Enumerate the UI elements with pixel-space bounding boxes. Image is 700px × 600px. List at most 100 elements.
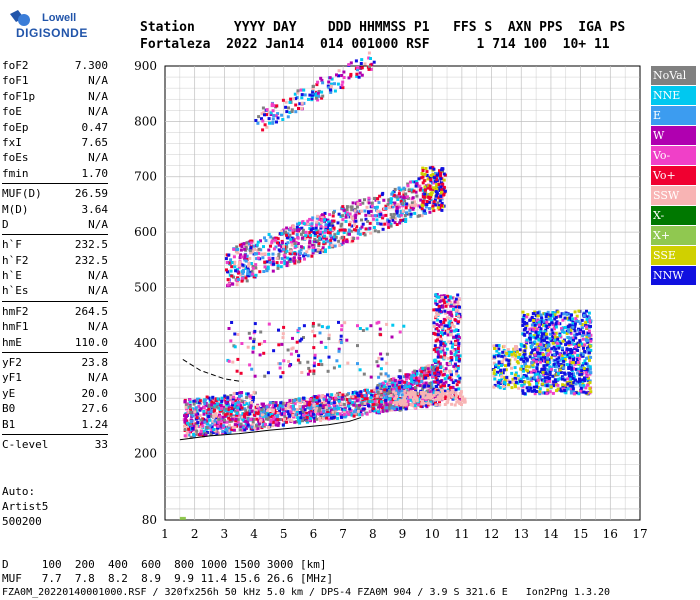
echo-point [565, 341, 569, 345]
echo-point [522, 356, 526, 360]
param-label: MUF(D) [2, 187, 42, 201]
param-label: hmE [2, 335, 22, 349]
echo-point [432, 167, 436, 171]
echo-point [421, 166, 425, 170]
echo-point [386, 223, 390, 227]
echo-point [304, 230, 308, 234]
echo-point [234, 417, 238, 421]
echo-point [261, 256, 265, 260]
echo-point [266, 409, 269, 413]
echo-point [375, 218, 379, 222]
echo-point [455, 313, 459, 317]
echo-point [299, 401, 303, 405]
echo-point [222, 411, 226, 415]
echo-point [236, 402, 240, 406]
echo-point [271, 237, 275, 241]
echo-point [533, 340, 537, 344]
echo-point [288, 364, 292, 368]
echo-point [300, 106, 304, 110]
echo-point [320, 363, 324, 367]
echo-point [577, 392, 581, 396]
echo-point [333, 409, 337, 413]
echo-point [433, 198, 437, 202]
echo-point [440, 333, 444, 337]
echo-point [366, 400, 370, 403]
echo-point [545, 392, 549, 396]
echo-point [350, 224, 354, 228]
echo-point [442, 321, 446, 324]
echo-point [384, 397, 388, 401]
echo-point [274, 411, 278, 414]
echo-point [338, 364, 342, 368]
echo-point [513, 357, 517, 361]
echo-point [545, 332, 549, 336]
echo-point [239, 273, 243, 276]
echo-point [414, 190, 418, 194]
echo-point [570, 372, 574, 376]
echo-point [278, 417, 282, 421]
echo-point [353, 207, 357, 211]
echo-point [327, 417, 331, 421]
echo-point [533, 377, 537, 381]
echo-point [553, 352, 557, 356]
echo-point [210, 403, 214, 407]
echo-point [192, 434, 196, 438]
echo-point [270, 239, 274, 243]
echo-point [418, 214, 421, 218]
echo-point [223, 413, 227, 417]
echo-point [356, 231, 360, 235]
echo-point [406, 196, 410, 200]
echo-point [514, 385, 517, 389]
echo-point [301, 236, 304, 240]
echo-point [410, 203, 414, 207]
echo-point [564, 391, 568, 395]
echo-point [581, 378, 585, 382]
echo-point [267, 415, 271, 419]
echo-point [506, 348, 510, 352]
echo-point [417, 204, 421, 208]
echo-point [276, 264, 280, 268]
echo-point [274, 417, 278, 421]
echo-point [380, 357, 384, 361]
echo-point [404, 402, 408, 406]
echo-point [574, 382, 578, 386]
echo-point [404, 192, 408, 196]
echo-point [275, 415, 279, 419]
echo-point [556, 310, 560, 314]
echo-point [587, 376, 590, 380]
echo-point [379, 387, 383, 391]
echo-point [316, 214, 320, 218]
echo-point [578, 339, 582, 343]
echo-point [317, 408, 321, 412]
echo-point [571, 361, 575, 365]
echo-point [260, 408, 264, 412]
echo-point [410, 201, 414, 205]
echo-point [302, 222, 306, 226]
echo-point [436, 366, 439, 370]
echo-point [242, 242, 246, 246]
echo-point [286, 241, 290, 245]
echo-point [238, 256, 242, 260]
echo-point [428, 381, 432, 385]
echo-point [371, 403, 375, 407]
echo-point [384, 400, 388, 404]
echo-point [233, 397, 237, 401]
echo-point [400, 389, 403, 393]
echo-point [227, 416, 231, 420]
echo-point [217, 406, 221, 410]
echo-point [324, 406, 328, 410]
echo-point [502, 387, 506, 390]
echo-point [570, 364, 574, 368]
echo-point [451, 323, 454, 327]
echo-point [271, 424, 275, 428]
echo-point [237, 396, 241, 400]
echo-point [331, 413, 335, 417]
echo-point [246, 274, 250, 278]
echo-point [525, 321, 529, 325]
echo-point [393, 201, 397, 205]
echo-point [351, 395, 355, 399]
echo-point [293, 242, 297, 246]
echo-point [352, 403, 356, 407]
echo-point [198, 414, 202, 418]
echo-point [354, 213, 358, 217]
